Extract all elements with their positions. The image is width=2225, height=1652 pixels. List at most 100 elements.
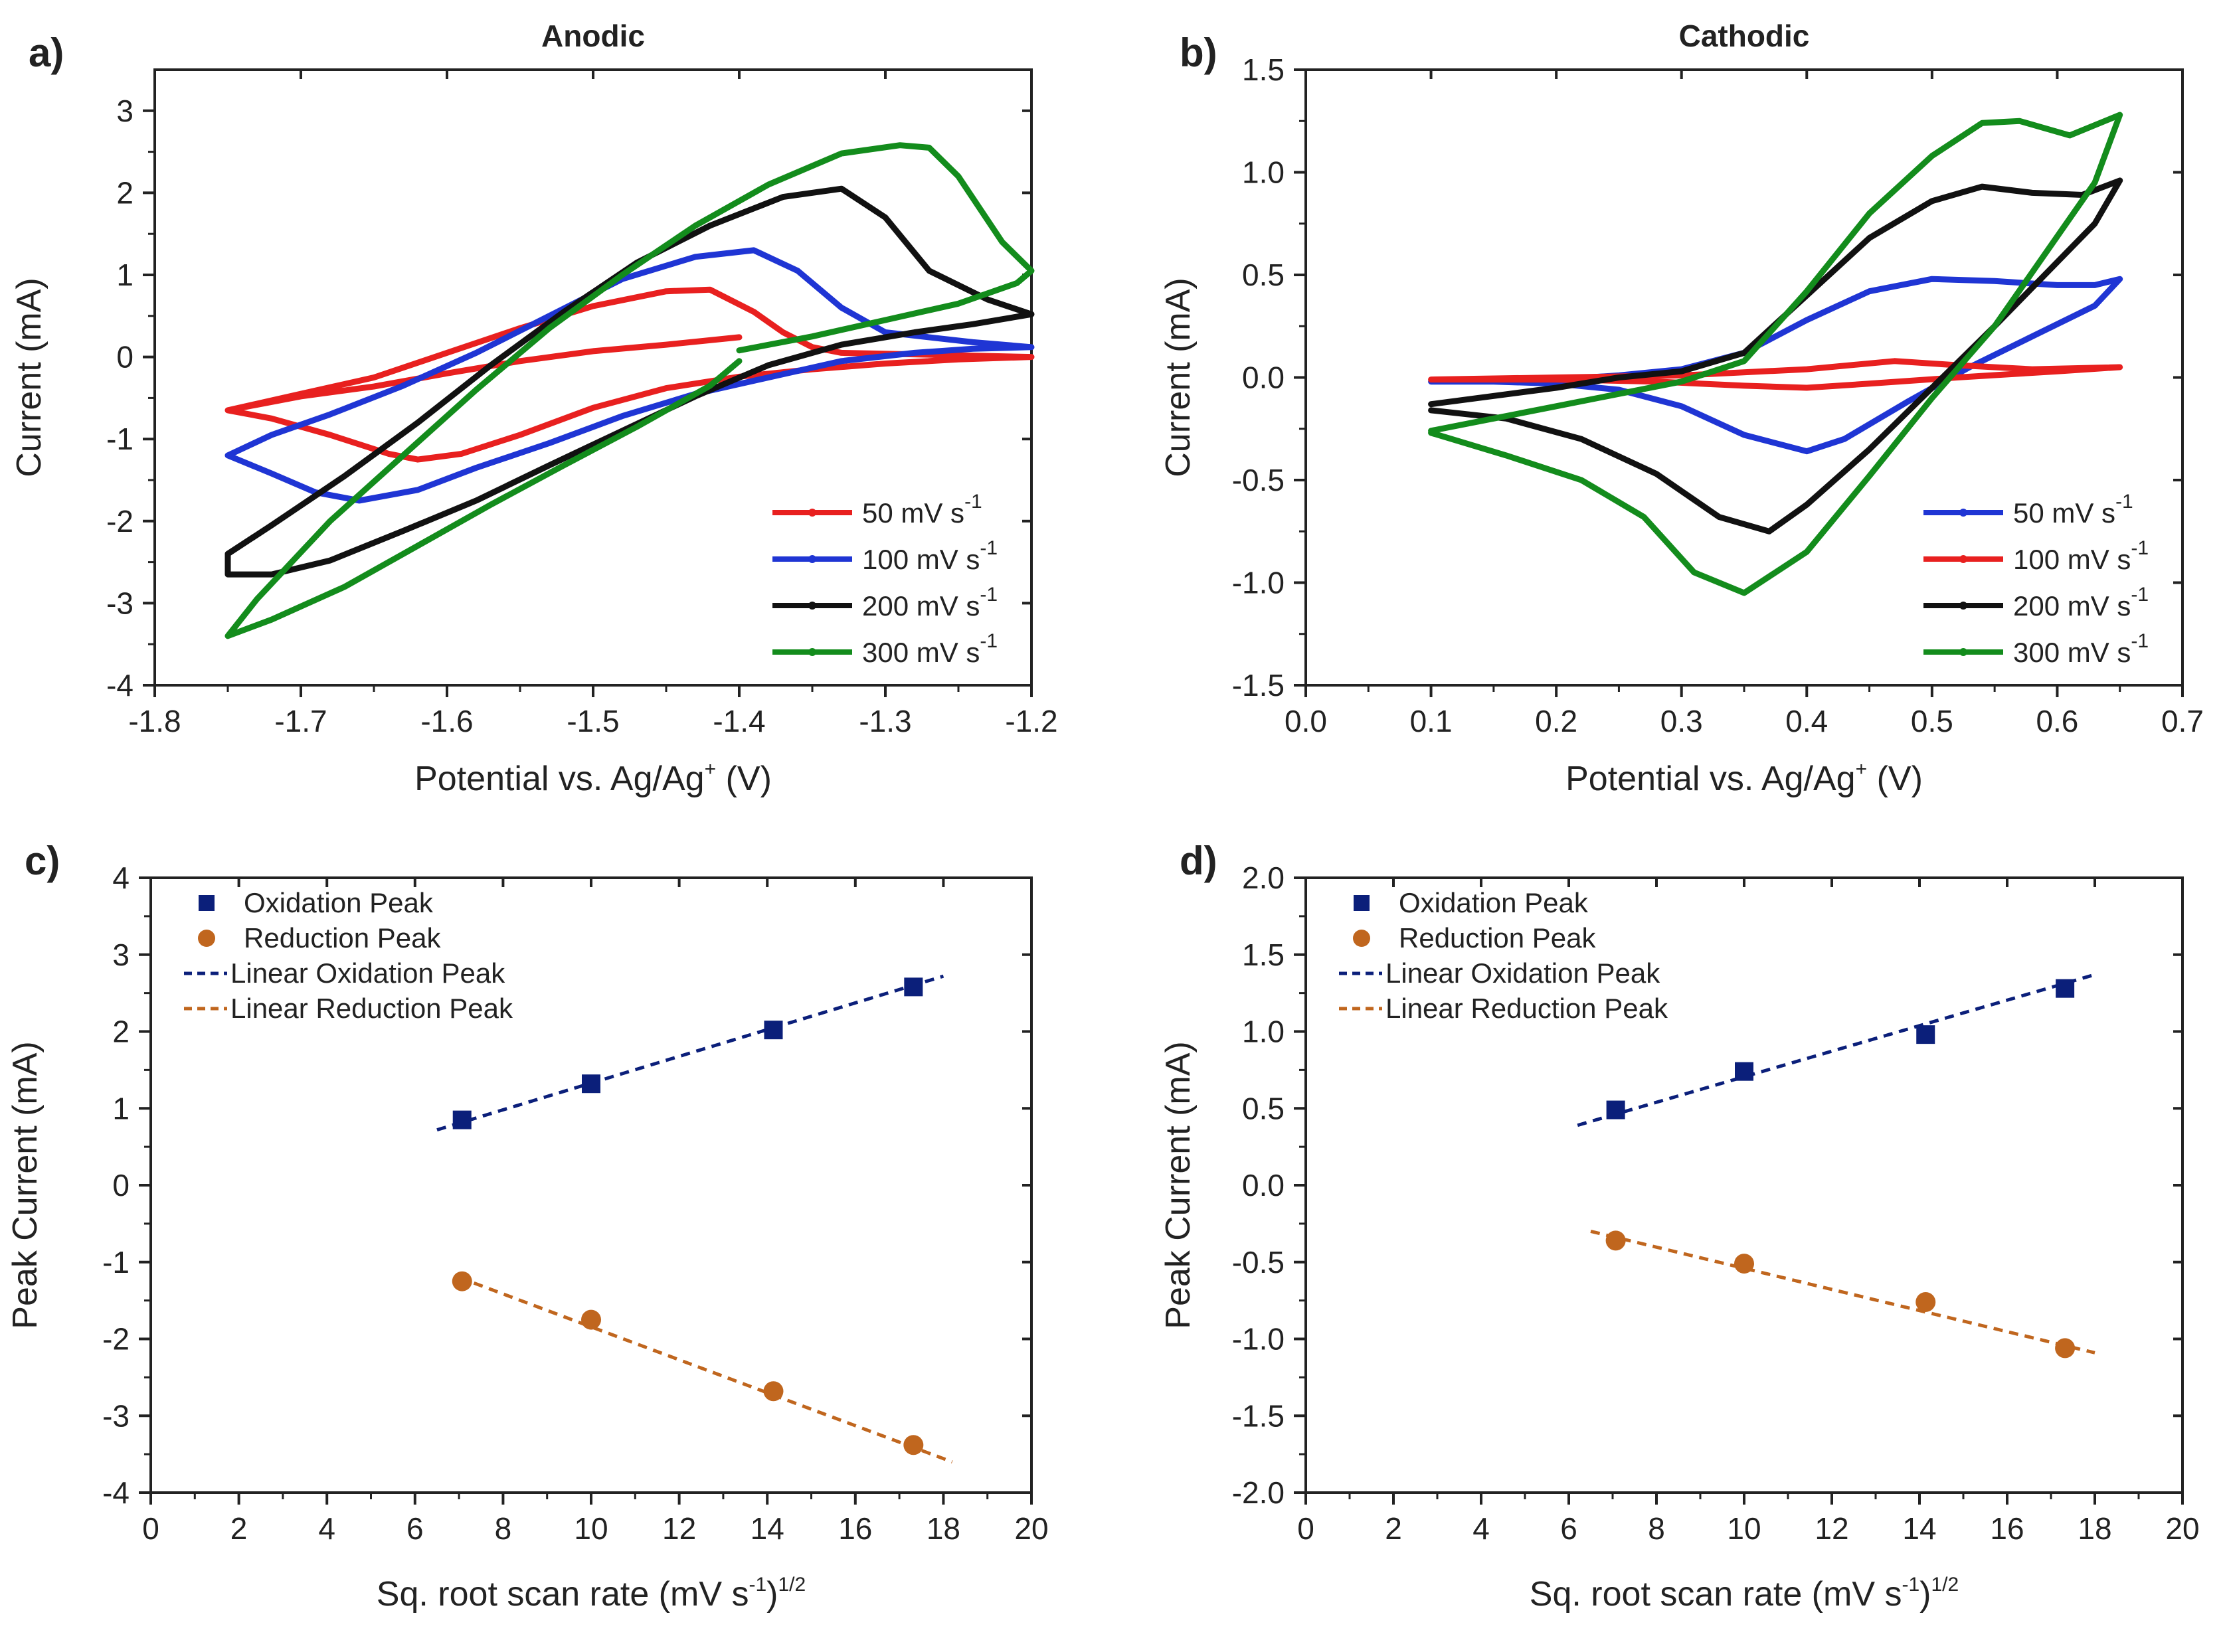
x-tick-label: 0: [1297, 1511, 1314, 1546]
x-axis-label: Sq. root scan rate (mV s-1)1/2: [377, 1574, 806, 1613]
x-tick-label: 0.5: [1911, 704, 1953, 738]
legend-marker: [808, 602, 816, 610]
text-span: (V): [1867, 760, 1923, 798]
legend-label: Reduction Peak: [244, 922, 442, 953]
x-axis-label: Potential vs. Ag/Ag+ (V): [414, 758, 772, 798]
x-tick-label: 20: [1014, 1511, 1048, 1546]
legend-marker: [1959, 555, 1967, 563]
y-axis-label: Peak Current (mA): [6, 1041, 44, 1329]
y-tick-label: -1.5: [1232, 668, 1285, 702]
panel-title: Anodic: [541, 19, 645, 53]
text-span: 100 mV s: [862, 544, 980, 575]
panel-a: a) Anodic -1.8 -1.7 -1.6 -1.5 -1.4 -1.3 -1.2 -4 -3…: [10, 19, 1058, 798]
y-tick-label: -1: [106, 422, 134, 456]
data-point-circle: [1605, 1230, 1626, 1251]
data-point-square: [764, 1021, 783, 1040]
x-tick-label: 16: [1990, 1511, 2024, 1546]
panel-title: Cathodic: [1679, 19, 1810, 53]
text-span: Sq. root scan rate (mV s: [1530, 1575, 1902, 1613]
text-span: Potential vs. Ag/Ag: [414, 760, 705, 798]
x-tick-label: 8: [495, 1511, 512, 1546]
x-tick-label: 16: [838, 1511, 872, 1546]
superscript: -1: [980, 537, 998, 559]
legend-label: 200 mV s-1: [862, 584, 998, 621]
y-tick-label: 0.5: [1242, 258, 1285, 292]
text-span: (V): [716, 760, 772, 798]
y-tick-label: -4: [106, 668, 134, 702]
y-tick-label: -3: [102, 1398, 130, 1433]
superscript: -1: [2131, 630, 2149, 652]
legend-label: Linear Oxidation Peak: [1385, 957, 1660, 989]
data-point-circle: [1915, 1291, 1936, 1312]
x-tick-label: 4: [318, 1511, 335, 1546]
fit-line: [1590, 1230, 2095, 1355]
y-tick-label: -0.5: [1232, 1245, 1285, 1280]
series-line-138c1c: [224, 142, 1035, 639]
superscript: -1: [964, 491, 982, 513]
y-tick-label: 2: [112, 1015, 130, 1049]
x-tick-label: -1.4: [713, 704, 765, 738]
series-line-138c1c: [1428, 112, 2123, 596]
x-tick-label: 12: [1815, 1511, 1848, 1546]
y-tick-label: -0.5: [1232, 463, 1285, 497]
x-tick-label: 0.0: [1285, 704, 1327, 738]
y-tick-label: -1.0: [1232, 1322, 1285, 1357]
text-span: 300 mV s: [862, 637, 980, 668]
superscript: 1/2: [778, 1574, 806, 1596]
fit-line: [458, 1276, 953, 1464]
y-tick-label: -3: [106, 586, 134, 620]
x-tick-label: 0.2: [1535, 704, 1577, 738]
panel-letter: c): [25, 839, 60, 883]
y-tick-label: -2.0: [1232, 1475, 1285, 1510]
text-span: Potential vs. Ag/Ag: [1565, 760, 1856, 798]
legend-marker: [1959, 648, 1967, 656]
data-point-square: [1606, 1100, 1625, 1119]
data-point-square: [904, 977, 923, 997]
x-tick-label: 20: [2165, 1511, 2199, 1546]
legend-marker: [808, 648, 816, 656]
superscript: +: [705, 758, 717, 780]
x-tick-label: -1.8: [128, 704, 181, 738]
data-point-circle: [1734, 1254, 1754, 1274]
x-tick-label: 4: [1472, 1511, 1490, 1546]
fit-line: [436, 974, 944, 1132]
x-axis-label: Sq. root scan rate (mV s-1)1/2: [1530, 1574, 1959, 1613]
y-tick-label: 2: [116, 175, 134, 210]
x-tick-label: 0.3: [1660, 704, 1703, 738]
y-tick-label: -2: [106, 504, 134, 538]
y-tick-label: 0.0: [1242, 361, 1285, 395]
x-tick-label: 0.6: [2036, 704, 2078, 738]
y-axis-label: Current (mA): [10, 278, 48, 477]
legend-label: Oxidation Peak: [1399, 887, 1589, 918]
legend-label: Linear Reduction Peak: [1385, 993, 1668, 1024]
legend-label: 100 mV s-1: [862, 537, 998, 575]
y-tick-label: 0: [116, 340, 134, 374]
y-tick-label: 3: [112, 938, 130, 972]
y-tick-label: -1: [102, 1245, 130, 1280]
text-span: 300 mV s: [2013, 637, 2131, 668]
y-tick-label: 1: [112, 1091, 130, 1125]
y-tick-label: 0.0: [1242, 1168, 1285, 1202]
y-axis-label: Peak Current (mA): [1159, 1041, 1198, 1329]
data-point-circle: [581, 1309, 601, 1330]
legend-label: 300 mV s-1: [862, 630, 998, 668]
superscript: 1/2: [1931, 1574, 1959, 1596]
y-tick-label: 1: [116, 258, 134, 292]
text-span: 200 mV s: [862, 590, 980, 621]
superscript: -1: [980, 584, 998, 606]
legend-label: 300 mV s-1: [2013, 630, 2149, 668]
y-tick-label: 0: [112, 1168, 130, 1202]
data-point-circle: [763, 1381, 784, 1402]
legend-marker: [808, 509, 816, 517]
x-tick-label: 0.4: [1785, 704, 1828, 738]
series-line-111111: [224, 185, 1035, 578]
data-point-square: [582, 1074, 600, 1094]
y-tick-label: -1.5: [1232, 1398, 1285, 1433]
y-tick-label: 2.0: [1242, 861, 1285, 895]
panel-letter: b): [1180, 31, 1217, 75]
x-tick-label: 2: [230, 1511, 248, 1546]
x-tick-label: 6: [406, 1511, 424, 1546]
x-tick-label: 10: [574, 1511, 608, 1546]
superscript: -1: [749, 1574, 766, 1596]
